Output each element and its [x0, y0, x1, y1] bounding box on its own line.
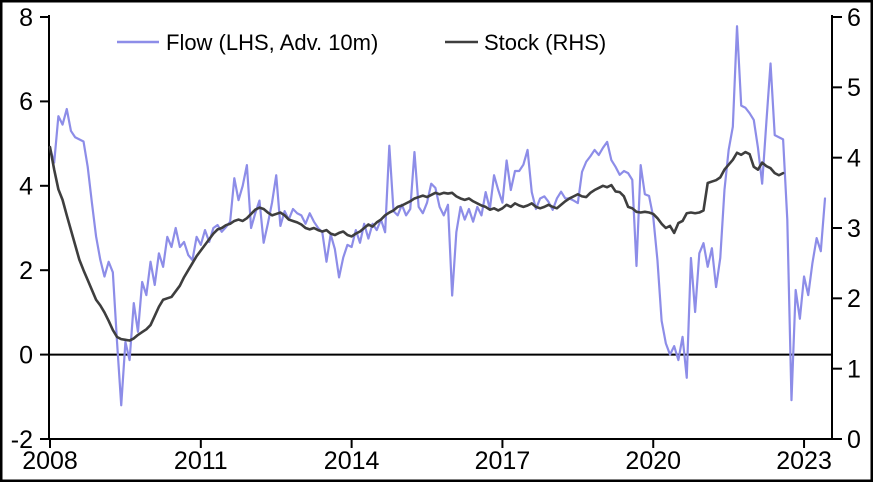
flow-series-line	[48, 25, 827, 407]
series-lines	[48, 25, 827, 407]
right-axis-tick-label: 0	[847, 426, 861, 454]
right-axis-tick-label: 3	[847, 215, 861, 243]
right-axis-tick-label: 4	[847, 144, 861, 172]
x-axis-tick-label: 2023	[776, 447, 832, 475]
left-axis-tick-label: -2	[11, 426, 33, 454]
legend-stock-label: Stock (RHS)	[484, 30, 606, 55]
axes: 8 6 4 2 0 -2 6 5 4 3 2 1 0 2008 2011 2014 2017 2020 2023	[11, 4, 861, 475]
left-axis-tick-label: 0	[19, 341, 33, 369]
right-axis-tick-label: 5	[847, 74, 861, 102]
left-axis-tick-label: 6	[19, 88, 33, 116]
x-axis-tick-label: 2008	[22, 447, 78, 475]
left-axis-tick-label: 8	[19, 4, 33, 32]
legend: Flow (LHS, Adv. 10m) Stock (RHS)	[117, 30, 606, 55]
left-axis-tick-label: 2	[19, 257, 33, 285]
legend-flow-label: Flow (LHS, Adv. 10m)	[166, 30, 378, 55]
right-axis-tick-label: 6	[847, 4, 861, 32]
stock-series-line	[48, 145, 785, 342]
x-axis-tick-label: 2017	[475, 447, 531, 475]
x-axis-tick-label: 2020	[625, 447, 681, 475]
right-axis-tick-label: 1	[847, 355, 861, 383]
x-axis-tick-label: 2011	[174, 447, 228, 475]
left-axis-tick-label: 4	[19, 173, 33, 201]
x-axis-tick-label: 2014	[324, 447, 380, 475]
right-axis-tick-label: 2	[847, 285, 861, 313]
